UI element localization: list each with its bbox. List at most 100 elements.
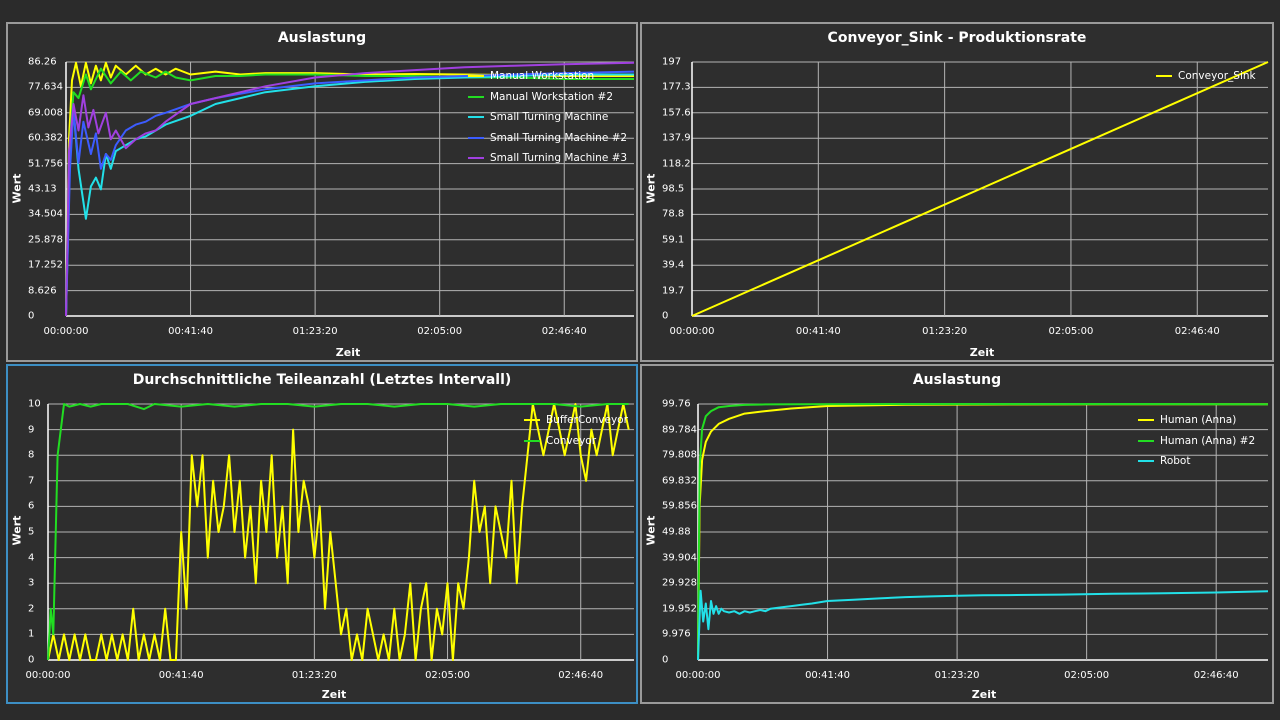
legend-label: Human (Anna) #2 (1160, 434, 1256, 447)
x-tick-label: 00:41:40 (805, 670, 850, 681)
y-tick-label: 118.2 (662, 158, 691, 170)
chart-panel-parts[interactable]: Durchschnittliche Teileanzahl (Letztes I… (6, 364, 638, 704)
y-tick-label: 8 (28, 449, 35, 461)
legend-item[interactable]: Small Turning Machine (468, 107, 627, 128)
y-tick-label: 43.13 (28, 183, 57, 195)
legend-swatch (1156, 75, 1172, 78)
x-tick-label: 00:41:40 (795, 326, 841, 337)
legend-label: Conveyor_Sink (1178, 70, 1256, 83)
chart-panel-sink[interactable]: Conveyor_Sink - Produktionsrate Wert Zei… (640, 22, 1274, 362)
x-tick-label: 02:05:00 (1048, 326, 1094, 337)
legend-item[interactable]: Small Turning Machine #2 (468, 128, 627, 149)
x-tick-label: 01:23:20 (292, 326, 338, 337)
x-tick-label: 02:46:40 (541, 326, 587, 337)
x-tick-label: 01:23:20 (922, 326, 968, 337)
legend-swatch (524, 439, 540, 442)
x-tick-label: 02:46:40 (1193, 670, 1239, 681)
y-axis-label: Wert (644, 515, 658, 546)
legend-item[interactable]: Human (Anna) #2 (1138, 431, 1255, 452)
legend-label: BufferConveyor (546, 414, 628, 427)
chart-legend: Manual Workstation Manual Workstation #2 S… (468, 66, 627, 169)
y-tick-label: 19.952 (662, 603, 697, 615)
chart-plot[interactable] (8, 366, 640, 706)
chart-panel-util1[interactable]: Auslastung Wert Zeit 0 8.626 17.252 25.878 3… (6, 22, 638, 362)
y-tick-label: 157.6 (662, 107, 691, 119)
chart-title: Conveyor_Sink - Produktionsrate (827, 30, 1087, 46)
y-tick-label: 5 (28, 526, 35, 538)
legend-label: Robot (1160, 455, 1191, 468)
y-tick-label: 78.8 (662, 208, 685, 220)
y-tick-label: 6 (28, 500, 35, 512)
y-tick-label: 59.856 (662, 500, 697, 512)
series-line-conveyor-sink (691, 61, 1269, 317)
y-tick-label: 86.26 (28, 56, 57, 68)
x-tick-label: 00:41:40 (158, 670, 204, 681)
chart-title: Durchschnittliche Teileanzahl (Letztes I… (132, 372, 512, 388)
y-tick-label: 34.504 (28, 208, 63, 220)
y-axis-label: Wert (644, 173, 658, 204)
y-tick-label: 177.3 (662, 81, 691, 93)
series-line-conveyor (47, 403, 629, 661)
legend-label: Manual Workstation #2 (490, 90, 614, 103)
y-axis-label: Wert (10, 515, 24, 546)
x-tick-label: 01:23:20 (934, 670, 980, 681)
y-tick-label: 0 (28, 310, 35, 322)
legend-item[interactable]: Manual Workstation #2 (468, 87, 627, 108)
legend-item[interactable]: Robot (1138, 451, 1255, 472)
y-tick-label: 1 (28, 628, 35, 640)
x-axis-label: Zeit (969, 346, 995, 359)
y-tick-label: 17.252 (28, 259, 63, 271)
legend-label: Manual Workstation (490, 70, 595, 83)
x-tick-label: 02:05:00 (1064, 670, 1110, 681)
x-tick-label: 01:23:20 (291, 670, 337, 681)
y-tick-label: 2 (28, 603, 35, 615)
legend-item[interactable]: BufferConveyor (524, 410, 628, 431)
chart-title: Auslastung (912, 372, 1002, 388)
y-tick-label: 99.76 (662, 398, 691, 410)
legend-swatch (1138, 419, 1154, 422)
legend-swatch (468, 95, 484, 98)
y-tick-label: 39.904 (662, 552, 697, 564)
chart-plot[interactable] (8, 24, 640, 364)
y-tick-label: 60.382 (28, 132, 63, 144)
chart-title: Auslastung (277, 30, 367, 46)
chart-plot[interactable] (642, 366, 1276, 706)
y-tick-label: 4 (28, 552, 35, 564)
y-tick-label: 19.7 (662, 285, 685, 297)
legend-item[interactable]: Conveyor_Sink (1156, 66, 1256, 87)
y-tick-label: 9.976 (662, 628, 691, 640)
legend-item[interactable]: Manual Workstation (468, 66, 627, 87)
y-tick-label: 69.008 (28, 107, 63, 119)
legend-swatch (1138, 439, 1154, 442)
x-axis-label: Zeit (335, 346, 361, 359)
x-tick-label: 02:05:00 (417, 326, 463, 337)
y-tick-label: 197 (662, 56, 682, 68)
x-tick-label: 00:41:40 (168, 326, 214, 337)
x-axis-label: Zeit (971, 688, 997, 701)
y-tick-label: 9 (28, 424, 35, 436)
legend-item[interactable]: Conveyor (524, 431, 628, 452)
legend-label: Small Turning Machine #3 (490, 152, 628, 165)
legend-label: Conveyor (546, 434, 597, 447)
chart-plot[interactable] (642, 24, 1276, 364)
x-tick-label: 02:46:40 (1174, 326, 1220, 337)
y-tick-label: 137.9 (662, 132, 691, 144)
y-tick-label: 0 (662, 654, 669, 666)
y-tick-label: 98.5 (662, 183, 685, 195)
y-tick-label: 69.832 (662, 475, 697, 487)
legend-swatch (468, 116, 484, 119)
legend-swatch (524, 419, 540, 422)
legend-item[interactable]: Small Turning Machine #3 (468, 148, 627, 169)
legend-swatch (1138, 460, 1154, 463)
series-line-manual-workstation-2 (65, 67, 634, 317)
y-tick-label: 77.634 (28, 81, 63, 93)
y-tick-label: 59.1 (662, 234, 685, 246)
legend-swatch (468, 157, 484, 160)
series-line-small-turning-machine-3 (65, 61, 635, 317)
chart-panel-util2[interactable]: Auslastung Wert Zeit 0 9.976 19.952 29.928 3… (640, 364, 1274, 704)
series-line-robot (697, 589, 1269, 661)
chart-legend: Human (Anna) Human (Anna) #2 Robot (1138, 410, 1255, 472)
x-axis-label: Zeit (321, 688, 347, 701)
legend-swatch (468, 136, 484, 139)
legend-item[interactable]: Human (Anna) (1138, 410, 1255, 431)
